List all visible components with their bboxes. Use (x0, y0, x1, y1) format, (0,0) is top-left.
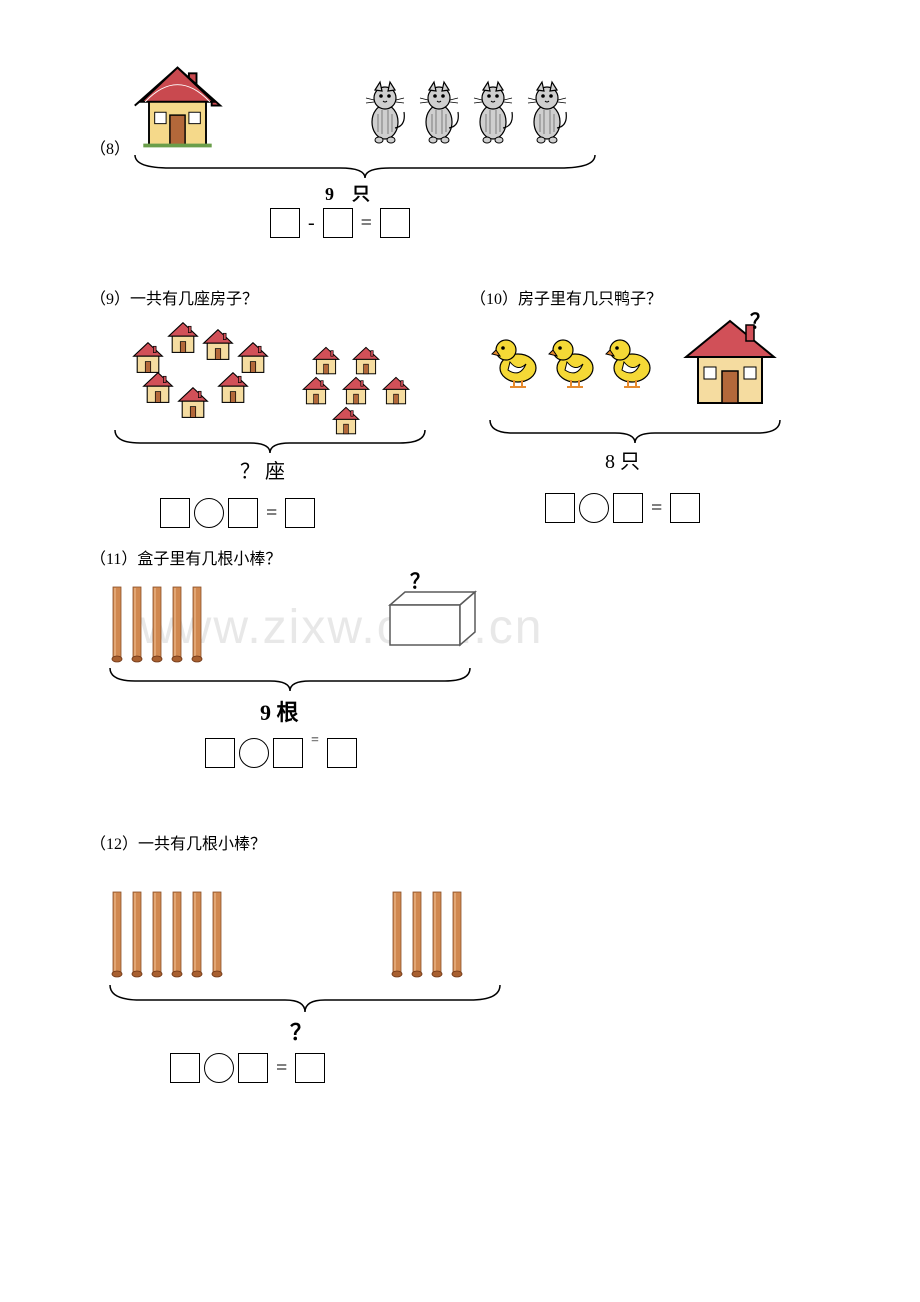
equals-sign: = (307, 733, 323, 749)
big-house-icon (130, 60, 225, 160)
duck-icon (547, 330, 602, 395)
operator-circle (204, 1053, 234, 1083)
cat-icon (414, 80, 464, 150)
sticks-left-group (110, 890, 224, 983)
answer-box (327, 738, 357, 768)
problem-11: （11）盒子里有几根小棒？ ？ 9 根 = (100, 545, 820, 795)
stick-icon (110, 890, 124, 983)
small-house-icon (140, 370, 176, 411)
small-house-icon (200, 327, 236, 368)
answer-box (228, 498, 258, 528)
answer-box (380, 208, 410, 238)
operator-circle (194, 498, 224, 528)
equation-row: = (160, 498, 315, 528)
equation-row: = (170, 1053, 325, 1083)
problem-12: （12）一共有几根小棒？ (100, 830, 820, 1090)
stick-icon (190, 585, 204, 668)
answer-box (205, 738, 235, 768)
stick-icon (130, 585, 144, 668)
ducks-group (490, 330, 659, 395)
stick-icon (110, 585, 124, 668)
stick-icon (450, 890, 464, 983)
minus-sign: - (304, 212, 319, 235)
equals-sign: = (357, 212, 376, 235)
problem-9: （9）一共有几座房子？ (100, 285, 440, 545)
stick-icon (170, 585, 184, 668)
question-mark: ？ (410, 565, 430, 594)
duck-icon (490, 330, 545, 395)
total-label: ？ 座 (240, 455, 285, 484)
answer-box (613, 493, 643, 523)
total-label: 8 只 (605, 445, 640, 474)
total-label: 9 根 (260, 695, 299, 727)
equation-row: = (545, 493, 700, 523)
bracket-icon (105, 663, 475, 698)
problem-8-label: （8） (90, 135, 130, 159)
answer-box (160, 498, 190, 528)
operator-circle (579, 493, 609, 523)
small-house-icon (175, 385, 211, 426)
answer-box (273, 738, 303, 768)
bracket-icon (105, 980, 505, 1020)
cat-icon (522, 80, 572, 150)
stick-icon (130, 890, 144, 983)
answer-box (670, 493, 700, 523)
small-house-icon (300, 375, 332, 412)
equals-sign: = (272, 1057, 291, 1080)
cats-group (360, 80, 572, 150)
stick-icon (190, 890, 204, 983)
problem-11-label: （11）盒子里有几根小棒？ (90, 545, 281, 569)
equation-row: = (205, 738, 357, 768)
problem-9-label: （9）一共有几座房子？ (90, 285, 258, 309)
equals-sign: = (647, 497, 666, 520)
stick-icon (170, 890, 184, 983)
answer-box (238, 1053, 268, 1083)
equation-row: - = (270, 208, 410, 238)
small-house-icon (165, 320, 201, 361)
problem-12-label: （12）一共有几根小棒？ (90, 830, 266, 854)
total-label: 9 只 (325, 180, 370, 206)
answer-box (545, 493, 575, 523)
problem-8: （8） (100, 60, 820, 250)
stick-icon (390, 890, 404, 983)
row-9-10: （9）一共有几座房子？ (100, 285, 820, 545)
box-icon (370, 590, 480, 660)
stick-icon (210, 890, 224, 983)
sticks-right-group (390, 890, 464, 983)
small-house-icon (380, 375, 412, 412)
answer-box (170, 1053, 200, 1083)
small-house-icon (215, 370, 251, 411)
cat-icon (360, 80, 410, 150)
stick-icon (150, 585, 164, 668)
answer-box (270, 208, 300, 238)
duck-icon (604, 330, 659, 395)
answer-box (295, 1053, 325, 1083)
operator-circle (239, 738, 269, 768)
question-mark: ？ (750, 305, 770, 334)
answer-box (323, 208, 353, 238)
problem-10: （10）房子里有几只鸭子？ (480, 285, 820, 545)
stick-icon (150, 890, 164, 983)
answer-box (285, 498, 315, 528)
cat-icon (468, 80, 518, 150)
equals-sign: = (262, 502, 281, 525)
stick-icon (410, 890, 424, 983)
problem-10-label: （10）房子里有几只鸭子？ (470, 285, 662, 309)
stick-icon (430, 890, 444, 983)
sticks-group (110, 585, 204, 668)
question-mark: ？ (290, 1015, 312, 1047)
